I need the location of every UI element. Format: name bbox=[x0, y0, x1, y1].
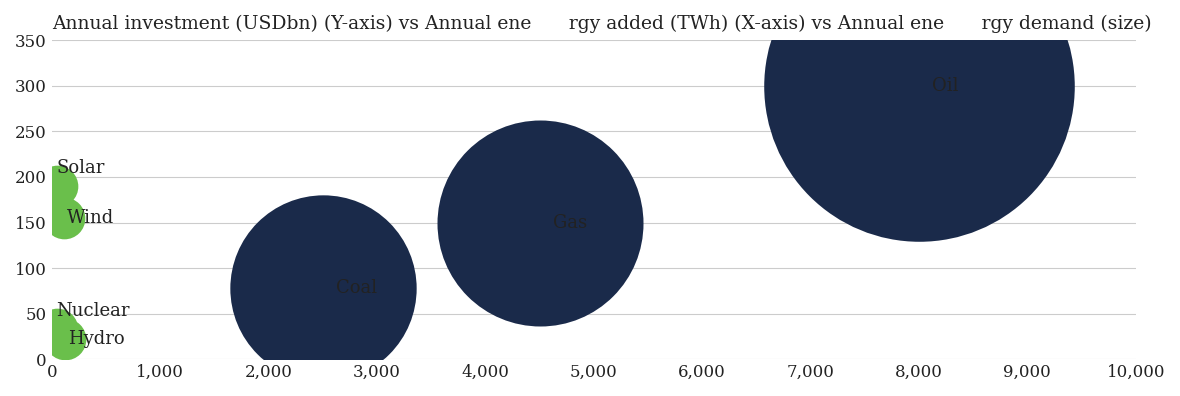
Text: Hydro: Hydro bbox=[68, 330, 125, 348]
Point bbox=[910, 83, 929, 89]
Text: Annual investment (USDbn) (Y-axis) vs Annual ene  rgy added (TWh) (X-axis) vs An: Annual investment (USDbn) (Y-axis) vs An… bbox=[52, 15, 1152, 33]
Point bbox=[47, 183, 66, 189]
Point bbox=[55, 336, 74, 342]
Text: Gas: Gas bbox=[552, 213, 586, 232]
Text: Coal: Coal bbox=[336, 279, 376, 297]
Point bbox=[530, 219, 549, 226]
Point bbox=[314, 285, 333, 291]
Text: Solar: Solar bbox=[57, 159, 105, 177]
Text: Nuclear: Nuclear bbox=[57, 302, 130, 320]
Point bbox=[54, 215, 73, 221]
Text: Wind: Wind bbox=[67, 209, 114, 227]
Text: Oil: Oil bbox=[932, 77, 958, 95]
Point bbox=[47, 326, 66, 332]
